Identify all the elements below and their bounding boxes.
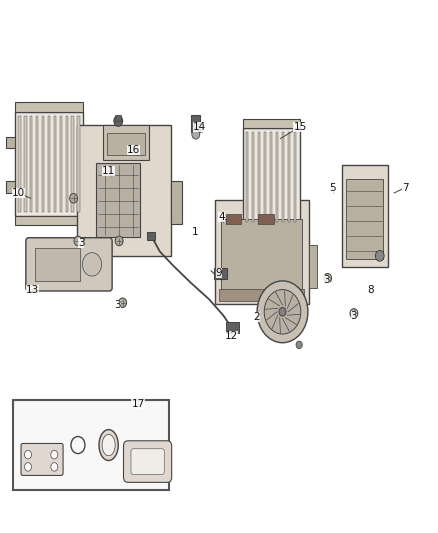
Circle shape xyxy=(264,289,301,334)
Text: 3: 3 xyxy=(78,238,85,247)
Bar xyxy=(77,125,171,256)
Ellipse shape xyxy=(102,434,115,456)
Text: 2: 2 xyxy=(253,312,260,322)
Bar xyxy=(35,248,80,281)
Circle shape xyxy=(115,236,123,246)
Bar xyxy=(252,132,254,222)
Bar xyxy=(15,112,83,216)
Text: 16: 16 xyxy=(127,146,140,155)
Circle shape xyxy=(257,281,308,343)
Bar xyxy=(71,116,74,212)
Bar xyxy=(258,214,274,224)
Text: 4: 4 xyxy=(218,212,225,222)
Bar xyxy=(15,102,83,112)
Bar xyxy=(18,116,21,212)
Bar xyxy=(243,128,300,227)
Circle shape xyxy=(51,450,58,459)
Bar xyxy=(219,289,304,301)
Bar xyxy=(42,116,44,212)
Text: 7: 7 xyxy=(402,183,409,192)
Bar xyxy=(13,400,169,490)
Text: 3: 3 xyxy=(350,311,357,320)
Text: 10: 10 xyxy=(12,188,25,198)
Bar xyxy=(214,268,227,279)
Bar xyxy=(48,116,50,212)
Bar xyxy=(243,227,300,235)
FancyBboxPatch shape xyxy=(131,449,164,474)
Bar xyxy=(342,165,388,266)
Text: 17: 17 xyxy=(131,399,145,409)
Bar xyxy=(258,132,261,222)
Text: 5: 5 xyxy=(328,183,336,192)
Bar xyxy=(36,116,39,212)
Ellipse shape xyxy=(99,430,118,461)
Bar xyxy=(54,116,56,212)
Bar xyxy=(346,179,383,259)
Circle shape xyxy=(82,253,102,276)
FancyBboxPatch shape xyxy=(26,238,112,291)
Text: 12: 12 xyxy=(225,331,238,341)
Bar xyxy=(276,132,279,222)
Bar xyxy=(264,132,266,222)
Bar xyxy=(270,132,272,222)
Circle shape xyxy=(25,463,32,471)
Bar xyxy=(78,116,80,212)
Bar xyxy=(107,133,145,155)
Text: 8: 8 xyxy=(367,286,374,295)
Bar xyxy=(294,132,297,222)
Circle shape xyxy=(192,130,200,139)
Circle shape xyxy=(296,341,302,349)
Bar xyxy=(226,322,239,333)
Text: 11: 11 xyxy=(102,166,115,175)
Text: 13: 13 xyxy=(26,286,39,295)
Text: 1: 1 xyxy=(191,227,198,237)
Bar xyxy=(60,116,62,212)
Text: 14: 14 xyxy=(193,122,206,132)
FancyBboxPatch shape xyxy=(124,441,172,482)
Bar xyxy=(6,136,15,148)
Bar xyxy=(191,115,200,132)
Text: 3: 3 xyxy=(114,300,121,310)
Text: 3: 3 xyxy=(323,275,330,285)
FancyBboxPatch shape xyxy=(21,443,63,475)
Circle shape xyxy=(114,116,123,126)
Bar xyxy=(147,232,155,240)
Bar xyxy=(171,181,182,224)
Circle shape xyxy=(279,308,286,316)
Text: 9: 9 xyxy=(215,268,223,278)
Circle shape xyxy=(74,236,82,246)
Text: 15: 15 xyxy=(293,122,307,132)
Circle shape xyxy=(70,193,78,203)
Bar xyxy=(24,116,27,212)
Bar xyxy=(15,216,83,225)
Circle shape xyxy=(350,309,358,318)
Bar xyxy=(103,125,149,160)
Bar xyxy=(246,132,248,222)
Bar xyxy=(309,245,317,288)
Bar xyxy=(288,132,290,222)
Bar xyxy=(226,214,241,224)
Circle shape xyxy=(25,450,32,459)
Bar xyxy=(96,163,140,237)
Bar xyxy=(221,219,302,296)
Bar xyxy=(115,115,121,121)
Bar xyxy=(6,181,15,193)
Bar xyxy=(243,119,300,128)
Bar xyxy=(66,116,68,212)
Bar xyxy=(30,116,32,212)
Circle shape xyxy=(375,251,384,261)
Circle shape xyxy=(324,273,332,283)
Circle shape xyxy=(119,298,127,308)
Bar xyxy=(282,132,284,222)
Bar xyxy=(215,200,309,304)
Circle shape xyxy=(51,463,58,471)
